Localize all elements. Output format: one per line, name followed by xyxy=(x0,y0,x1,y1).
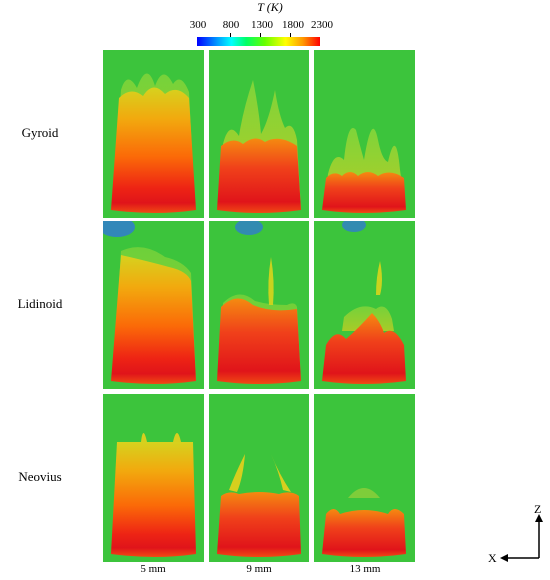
colorbar-tick-2300: 2300 xyxy=(311,19,333,31)
column-label-13mm: 13 mm xyxy=(349,563,381,575)
panel-lidinoid-5mm xyxy=(103,221,204,389)
panel-neovius-5mm xyxy=(103,394,204,562)
colorbar-tick-800: 800 xyxy=(222,19,240,31)
colorbar-tickmark xyxy=(260,33,261,37)
axis-label-z: Z xyxy=(534,502,542,516)
colorbar-tick-300: 300 xyxy=(189,19,207,31)
colorbar-tick-1800: 1800 xyxy=(282,19,304,31)
panel-lidinoid-13mm xyxy=(314,221,415,389)
column-label-9mm: 9 mm xyxy=(246,563,272,575)
axis-label-x: X xyxy=(488,551,497,565)
colorbar-title: T (K) xyxy=(240,0,300,15)
colorbar-tickmark xyxy=(230,33,231,37)
panel-gyroid-9mm xyxy=(209,50,309,218)
panel-lidinoid-9mm xyxy=(209,221,309,389)
panel-gyroid-13mm xyxy=(314,50,415,218)
colorbar-title-text: T (K) xyxy=(257,0,283,14)
row-label-gyroid: Gyroid xyxy=(21,125,59,140)
axis-indicator xyxy=(500,514,543,562)
colorbar xyxy=(197,37,320,46)
row-label-lidinoid: Lidinoid xyxy=(17,296,63,311)
colorbar-tickmark xyxy=(290,33,291,37)
row-label-neovius: Neovius xyxy=(18,469,62,484)
column-label-5mm: 5 mm xyxy=(140,563,166,575)
panel-neovius-9mm xyxy=(209,394,309,562)
colorbar-tick-1300: 1300 xyxy=(251,19,273,31)
panel-gyroid-5mm xyxy=(103,50,204,218)
panel-neovius-13mm xyxy=(314,394,415,562)
